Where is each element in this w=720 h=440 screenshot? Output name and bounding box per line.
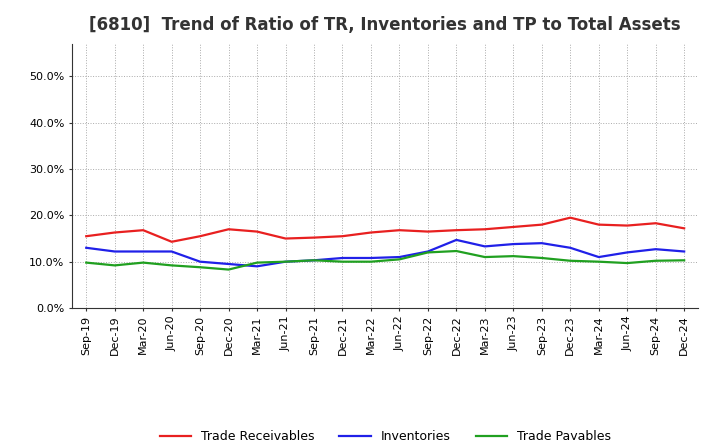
Trade Receivables xyxy=(225,227,233,232)
Inventories xyxy=(480,244,489,249)
Inventories xyxy=(652,246,660,252)
Trade Payables xyxy=(566,258,575,264)
Trade Payables xyxy=(423,250,432,255)
Trade Payables xyxy=(110,263,119,268)
Line: Inventories: Inventories xyxy=(86,240,684,266)
Inventories xyxy=(167,249,176,254)
Inventories xyxy=(253,264,261,269)
Trade Payables xyxy=(623,260,631,266)
Trade Payables xyxy=(452,249,461,254)
Trade Receivables xyxy=(139,227,148,233)
Inventories xyxy=(566,245,575,250)
Trade Payables xyxy=(225,267,233,272)
Trade Receivables xyxy=(338,234,347,239)
Inventories xyxy=(395,254,404,260)
Trade Receivables xyxy=(480,227,489,232)
Trade Receivables xyxy=(253,229,261,234)
Trade Receivables xyxy=(82,234,91,239)
Trade Payables xyxy=(680,258,688,263)
Inventories xyxy=(452,237,461,242)
Trade Payables xyxy=(509,253,518,259)
Trade Receivables xyxy=(652,220,660,226)
Trade Receivables xyxy=(395,227,404,233)
Trade Receivables xyxy=(537,222,546,227)
Title: [6810]  Trend of Ratio of TR, Inventories and TP to Total Assets: [6810] Trend of Ratio of TR, Inventories… xyxy=(89,16,681,34)
Inventories xyxy=(509,242,518,247)
Trade Receivables xyxy=(282,236,290,241)
Trade Payables xyxy=(167,263,176,268)
Trade Payables xyxy=(366,259,375,264)
Trade Receivables xyxy=(680,226,688,231)
Trade Payables xyxy=(196,264,204,270)
Trade Payables xyxy=(253,260,261,265)
Inventories xyxy=(680,249,688,254)
Inventories xyxy=(595,254,603,260)
Trade Payables xyxy=(537,255,546,260)
Trade Receivables xyxy=(452,227,461,233)
Line: Trade Payables: Trade Payables xyxy=(86,251,684,270)
Trade Payables xyxy=(595,259,603,264)
Inventories xyxy=(196,259,204,264)
Trade Receivables xyxy=(509,224,518,230)
Trade Payables xyxy=(282,259,290,264)
Trade Receivables xyxy=(595,222,603,227)
Inventories xyxy=(282,259,290,264)
Trade Payables xyxy=(652,258,660,264)
Trade Payables xyxy=(338,259,347,264)
Inventories xyxy=(82,245,91,250)
Inventories xyxy=(366,255,375,260)
Trade Receivables xyxy=(167,239,176,244)
Trade Receivables xyxy=(366,230,375,235)
Line: Trade Receivables: Trade Receivables xyxy=(86,218,684,242)
Trade Receivables xyxy=(110,230,119,235)
Trade Receivables xyxy=(623,223,631,228)
Inventories xyxy=(623,250,631,255)
Inventories xyxy=(310,258,318,263)
Trade Receivables xyxy=(196,234,204,239)
Trade Receivables xyxy=(423,229,432,234)
Inventories xyxy=(139,249,148,254)
Inventories xyxy=(338,255,347,260)
Legend: Trade Receivables, Inventories, Trade Payables: Trade Receivables, Inventories, Trade Pa… xyxy=(155,425,616,440)
Trade Payables xyxy=(139,260,148,265)
Inventories xyxy=(423,249,432,254)
Trade Payables xyxy=(310,258,318,263)
Trade Payables xyxy=(395,257,404,262)
Trade Payables xyxy=(82,260,91,265)
Inventories xyxy=(110,249,119,254)
Inventories xyxy=(225,261,233,267)
Trade Receivables xyxy=(310,235,318,240)
Inventories xyxy=(537,241,546,246)
Trade Payables xyxy=(480,254,489,260)
Trade Receivables xyxy=(566,215,575,220)
